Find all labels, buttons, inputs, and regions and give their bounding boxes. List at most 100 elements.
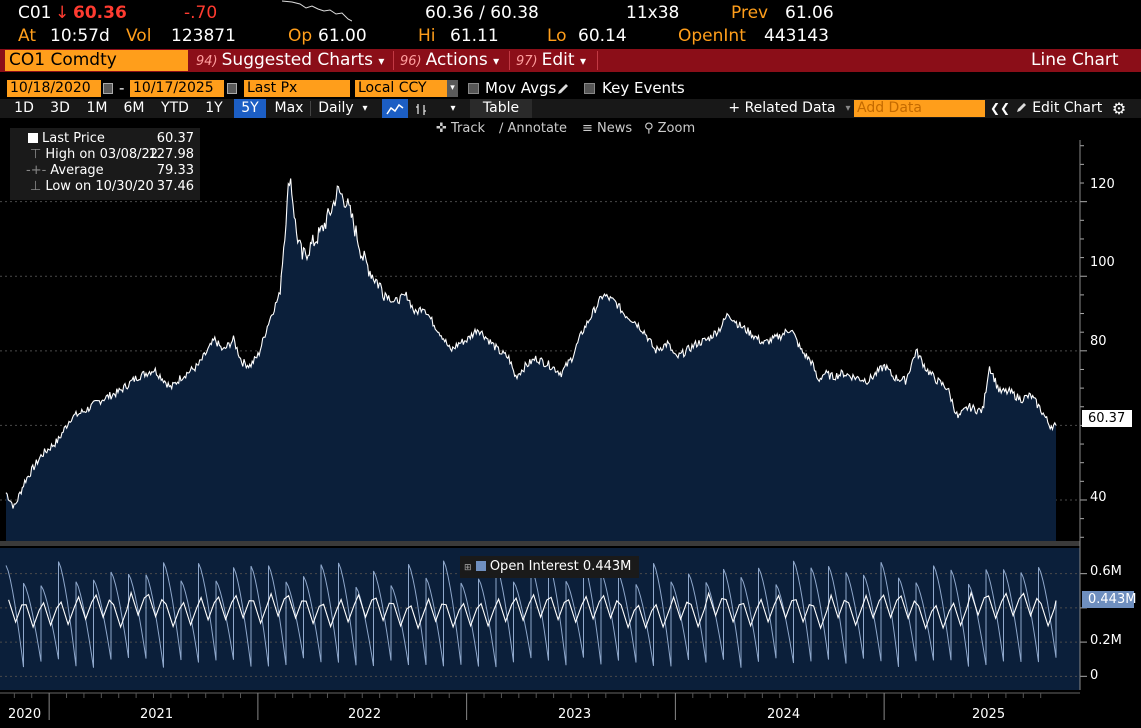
period-1d[interactable]: 1D xyxy=(14,100,34,116)
x-tick-label: 2022 xyxy=(348,707,382,722)
chart-legend: Last Price 60.37 ⊤ High on 03/08/22 127.98 … xyxy=(10,128,200,200)
pencil-icon[interactable] xyxy=(556,82,570,96)
bid-ask: 60.36 / 60.38 xyxy=(425,3,539,23)
oi-y-tick-label: 0.6M xyxy=(1090,564,1122,579)
net-change: -.70 xyxy=(184,3,218,23)
x-tick-label: 2020 xyxy=(8,707,42,722)
last-price: 60.36 xyxy=(73,3,127,23)
calendar-icon[interactable] xyxy=(103,83,113,94)
edit-button[interactable]: 97) Edit ▾ xyxy=(516,50,586,70)
edit-chart-button[interactable]: Edit Chart xyxy=(1014,99,1104,118)
panel-divider xyxy=(0,541,1080,546)
legend-high: ⊤ High on 03/08/22 127.98 xyxy=(30,147,194,162)
x-tick-label: 2024 xyxy=(767,707,801,722)
y-tick-label: 120 xyxy=(1090,177,1115,192)
high-value: 61.11 xyxy=(450,26,499,46)
oi-y-tick-label: 0.2M xyxy=(1090,633,1122,648)
chevron-down-icon[interactable]: ▾ xyxy=(845,103,851,114)
last-price-tag: 60.37 xyxy=(1082,410,1132,427)
x-tick-label: 2021 xyxy=(140,707,174,722)
x-tick-label: 2025 xyxy=(972,707,1006,722)
currency-select[interactable]: Local CCY xyxy=(355,80,447,97)
chart-type-label: Line Chart xyxy=(1031,50,1119,70)
legend-last-price: Last Price 60.37 xyxy=(10,131,200,147)
period-3d[interactable]: 3D xyxy=(50,100,70,116)
series-color-swatch xyxy=(475,561,486,571)
volume-value: 123871 xyxy=(171,26,236,46)
news-tool[interactable]: ≡ News xyxy=(582,121,633,136)
oi-smoothed-line xyxy=(8,590,1057,630)
open-value: 61.00 xyxy=(318,26,367,46)
period-6m[interactable]: 6M xyxy=(123,100,145,116)
zoom-tool[interactable]: ⚲ Zoom xyxy=(644,121,696,136)
divider xyxy=(509,51,510,70)
chevron-down-icon[interactable]: ▾ xyxy=(447,80,458,97)
divider xyxy=(310,101,311,116)
period-ytd[interactable]: YTD xyxy=(161,100,189,116)
bar-chart-icon[interactable] xyxy=(410,99,432,118)
prev-label: Prev xyxy=(731,3,769,23)
annotate-tool[interactable]: ∕ Annotate xyxy=(499,121,567,136)
open-interest-value: 443143 xyxy=(764,26,829,46)
low-value: 60.14 xyxy=(578,26,627,46)
key-events-label: Key Events xyxy=(602,79,685,97)
add-data-input[interactable]: Add Data xyxy=(854,100,985,117)
frequency-select[interactable]: Daily xyxy=(318,100,354,116)
chevron-down-icon[interactable]: ▾ xyxy=(450,103,456,114)
bid-ask-size: 11x38 xyxy=(626,3,680,23)
related-data-button[interactable]: + Related Data xyxy=(728,100,836,116)
low-marker-icon: ⊥ xyxy=(30,179,42,194)
legend-average: -+- Average 79.33 xyxy=(26,163,194,178)
chevron-down-icon: ▾ xyxy=(579,54,586,68)
prev-value: 61.06 xyxy=(785,3,834,23)
vol-label: Vol xyxy=(126,26,152,46)
price-line xyxy=(5,178,1057,509)
gear-icon[interactable]: ⚙ xyxy=(1111,99,1127,118)
field-select[interactable]: Last Px xyxy=(244,80,350,97)
y-tick-label: 100 xyxy=(1090,255,1115,270)
high-marker-icon: ⊤ xyxy=(30,147,42,162)
at-label: At xyxy=(18,26,36,46)
period-max[interactable]: Max xyxy=(274,100,304,116)
mov-avgs-checkbox[interactable] xyxy=(468,83,479,94)
quote-time: 10:57d xyxy=(50,26,110,46)
open-interest-tag: 0.443M xyxy=(1082,591,1136,608)
open-label: Op xyxy=(288,26,313,46)
open-interest-label: OpenInt xyxy=(678,26,746,46)
chevron-down-icon: ▾ xyxy=(378,54,385,68)
chevron-down-icon[interactable]: ▾ xyxy=(362,103,368,114)
suggested-charts-button[interactable]: 94) Suggested Charts ▾ xyxy=(196,50,385,70)
key-events-checkbox[interactable] xyxy=(584,83,595,94)
chevron-down-icon: ▾ xyxy=(493,54,500,68)
down-arrow-icon: ↓ xyxy=(55,3,70,23)
sparkline xyxy=(282,0,352,22)
legend-low: ⊥ Low on 10/30/20 37.46 xyxy=(30,179,194,194)
line-chart-icon[interactable] xyxy=(382,99,408,118)
period-1m[interactable]: 1M xyxy=(86,100,108,116)
low-label: Lo xyxy=(547,26,567,46)
y-tick-label: 80 xyxy=(1090,334,1107,349)
mov-avgs-label: Mov Avgs xyxy=(485,79,557,97)
average-marker-icon: -+- xyxy=(26,163,47,178)
period-5y[interactable]: 5Y xyxy=(234,99,266,118)
track-tool[interactable]: ✜ Track xyxy=(436,121,486,136)
start-date-input[interactable]: 10/18/2020 xyxy=(7,80,101,97)
x-tick-label: 2023 xyxy=(558,707,592,722)
ticker-symbol: C01 xyxy=(18,3,52,23)
series-color-swatch xyxy=(28,133,38,143)
actions-button[interactable]: 96) Actions ▾ xyxy=(400,50,500,70)
table-button[interactable]: Table xyxy=(470,99,532,118)
divider xyxy=(393,51,394,70)
y-tick-label: 40 xyxy=(1090,490,1107,505)
divider xyxy=(597,51,598,70)
date-dash: - xyxy=(119,79,125,97)
expand-icon: ⊞ xyxy=(464,563,472,573)
function-toolbar xyxy=(0,49,1141,72)
oi-y-tick-label: 0 xyxy=(1090,668,1099,683)
security-input[interactable]: CO1 Comdty xyxy=(5,50,188,71)
collapse-icon[interactable]: ❮❮ xyxy=(990,101,1011,115)
period-1y[interactable]: 1Y xyxy=(205,100,223,116)
calendar-icon[interactable] xyxy=(227,83,237,94)
end-date-input[interactable]: 10/17/2025 xyxy=(130,80,224,97)
